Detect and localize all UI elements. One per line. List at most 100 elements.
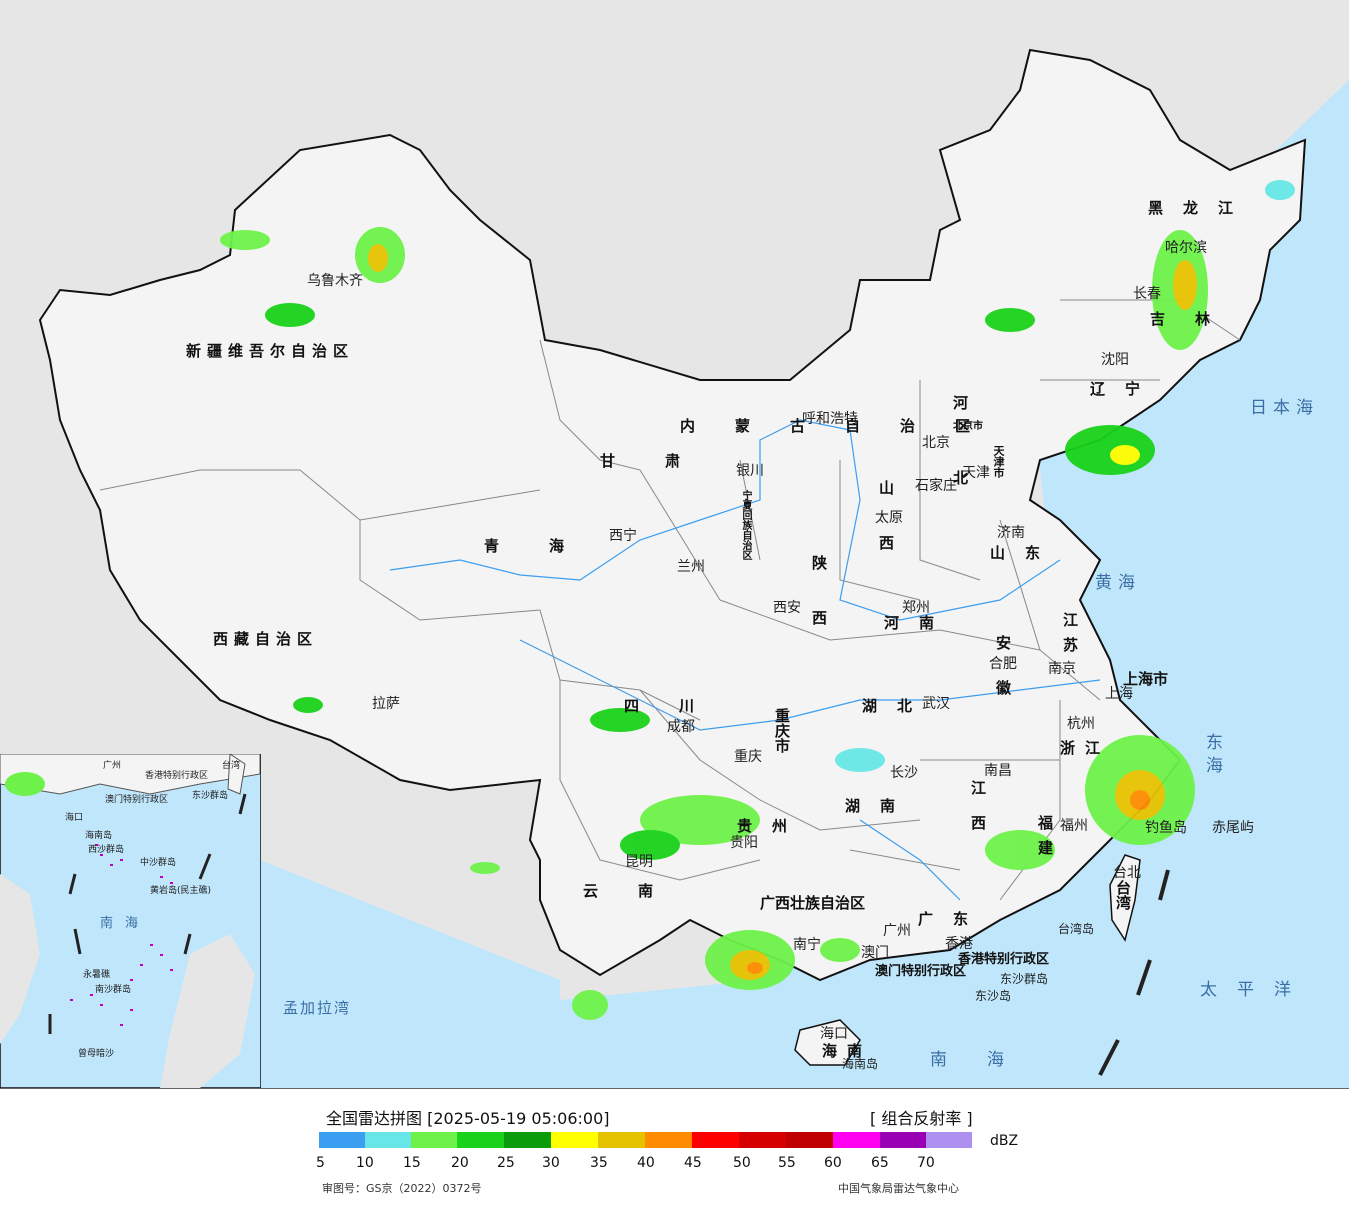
island-label: 东沙群岛 xyxy=(1000,972,1049,986)
province-label: 江苏 xyxy=(1061,612,1079,662)
legend-tick: 40 xyxy=(637,1155,655,1171)
legend-tick: 20 xyxy=(451,1155,469,1171)
island-label: 海南岛 xyxy=(842,1057,879,1071)
city-label: 郑州 xyxy=(902,600,930,616)
color-swatch xyxy=(365,1132,411,1148)
color-swatch xyxy=(504,1132,551,1148)
province-label: 重庆市 xyxy=(773,708,791,753)
legend-panel: 全国雷达拼图 [2025-05-19 05:06:00] [ 组合反射率 ] d… xyxy=(0,1088,1349,1209)
city-label: 香港 xyxy=(945,936,973,952)
province-label: 河北 xyxy=(951,395,969,545)
inset-label: 香港特别行政区 xyxy=(145,771,209,781)
city-label: 北京 xyxy=(922,435,950,451)
province-label: 台湾 xyxy=(1114,880,1132,910)
boundary-dashes xyxy=(1098,869,1170,1076)
color-swatch xyxy=(786,1132,833,1148)
legend-tick: 60 xyxy=(824,1155,842,1171)
province-label: 贵州 xyxy=(737,817,808,835)
inset-label: 澳门特别行政区 xyxy=(105,795,169,805)
city-label: 钓鱼岛 xyxy=(1145,820,1187,836)
rivers xyxy=(389,419,1101,901)
color-swatch xyxy=(926,1132,972,1148)
city-label: 西安 xyxy=(773,600,801,616)
city-label: 济南 xyxy=(997,525,1025,541)
province-label: 香港特别行政区 xyxy=(958,952,1050,967)
city-label: 长春 xyxy=(1133,286,1161,302)
inset-sea-label: 南 xyxy=(100,916,120,931)
province-label: 四川 xyxy=(624,697,735,715)
china-land xyxy=(38,48,1307,982)
city-label: 哈尔滨 xyxy=(1165,240,1207,256)
review-number: 审图号：GS京（2022）0372号 xyxy=(322,1182,482,1195)
province-label: 上海市 xyxy=(1123,670,1169,688)
province-label: 湖北 xyxy=(862,697,933,715)
province-label: 辽宁 xyxy=(1090,380,1161,398)
province-label: 山西 xyxy=(877,480,895,590)
island-label: 东沙岛 xyxy=(975,989,1012,1003)
city-label: 重庆 xyxy=(734,749,762,765)
legend-tick: 15 xyxy=(403,1155,421,1171)
city-label: 昆明 xyxy=(625,854,653,870)
inset-label: 曾母暗沙 xyxy=(78,1049,115,1059)
inset-label: 永暑礁 xyxy=(83,970,111,980)
color-swatch xyxy=(880,1132,926,1148)
city-label: 杭州 xyxy=(1067,716,1095,732)
inset-sea-label: 海 xyxy=(125,916,145,931)
legend-tick: 55 xyxy=(778,1155,796,1171)
island-label: 台湾岛 xyxy=(1058,922,1095,936)
city-label: 太原 xyxy=(875,510,903,526)
province-label: 天津市 xyxy=(992,445,1005,478)
radar-echoes xyxy=(220,180,1295,1020)
city-label: 沈阳 xyxy=(1101,352,1129,368)
color-swatch xyxy=(833,1132,880,1148)
city-label: 拉萨 xyxy=(372,696,400,712)
province-label: 吉林 xyxy=(1150,310,1241,328)
color-swatch xyxy=(739,1132,786,1148)
province-label: 黑龙江 xyxy=(1148,199,1254,217)
province-label: 浙江 xyxy=(1060,739,1111,757)
province-label: 陕西 xyxy=(810,555,828,665)
province-label: 广西壮族自治区 xyxy=(760,894,866,912)
province-label: 甘肃 xyxy=(600,452,731,470)
sea-label: 东海 xyxy=(1202,733,1222,779)
legend-unit: dBZ xyxy=(990,1133,1019,1149)
city-label: 南宁 xyxy=(793,937,821,953)
city-label: 赤尾屿 xyxy=(1212,820,1254,836)
inset-label: 西沙群岛 xyxy=(88,845,125,855)
province-label: 山东 xyxy=(990,544,1061,562)
color-swatch xyxy=(411,1132,457,1148)
inset-label: 南沙群岛 xyxy=(95,985,132,995)
province-label: 广东 xyxy=(918,910,989,928)
city-label: 兰州 xyxy=(677,559,705,575)
city-label: 澳门 xyxy=(861,945,889,961)
sea-label: 黄海 xyxy=(1095,573,1141,593)
province-label: 澳门特别行政区 xyxy=(875,964,967,979)
city-label: 长沙 xyxy=(890,765,918,781)
province-label: 宁夏回族自治区 xyxy=(740,490,751,560)
sea-label: 南海 xyxy=(930,1050,1044,1070)
legend-tick: 65 xyxy=(871,1155,889,1171)
legend-tick: 10 xyxy=(356,1155,374,1171)
color-swatch xyxy=(692,1132,739,1148)
city-label: 广州 xyxy=(883,923,911,939)
city-label: 台北 xyxy=(1113,865,1141,881)
color-swatch xyxy=(598,1132,645,1148)
color-swatch xyxy=(457,1132,504,1148)
province-label: 江西 xyxy=(969,780,987,850)
color-swatch xyxy=(551,1132,598,1148)
inset-label: 台湾 xyxy=(222,761,241,771)
color-swatch xyxy=(645,1132,692,1148)
legend-title: 全国雷达拼图 [2025-05-19 05:06:00] xyxy=(326,1109,610,1128)
province-label: 青海 xyxy=(484,537,615,555)
hainan-island xyxy=(794,1019,861,1066)
inset-label: 海口 xyxy=(65,813,84,823)
province-label: 西藏自治区 xyxy=(213,630,319,648)
city-label: 合肥 xyxy=(989,656,1017,672)
city-label: 石家庄 xyxy=(915,478,957,494)
city-label: 天津 xyxy=(962,465,990,481)
legend-product: [ 组合反射率 ] xyxy=(870,1109,973,1128)
legend-tick: 35 xyxy=(590,1155,608,1171)
sea-label: 太平洋 xyxy=(1200,980,1311,1000)
province-label: 安徽 xyxy=(994,635,1012,725)
legend-tick: 50 xyxy=(733,1155,751,1171)
